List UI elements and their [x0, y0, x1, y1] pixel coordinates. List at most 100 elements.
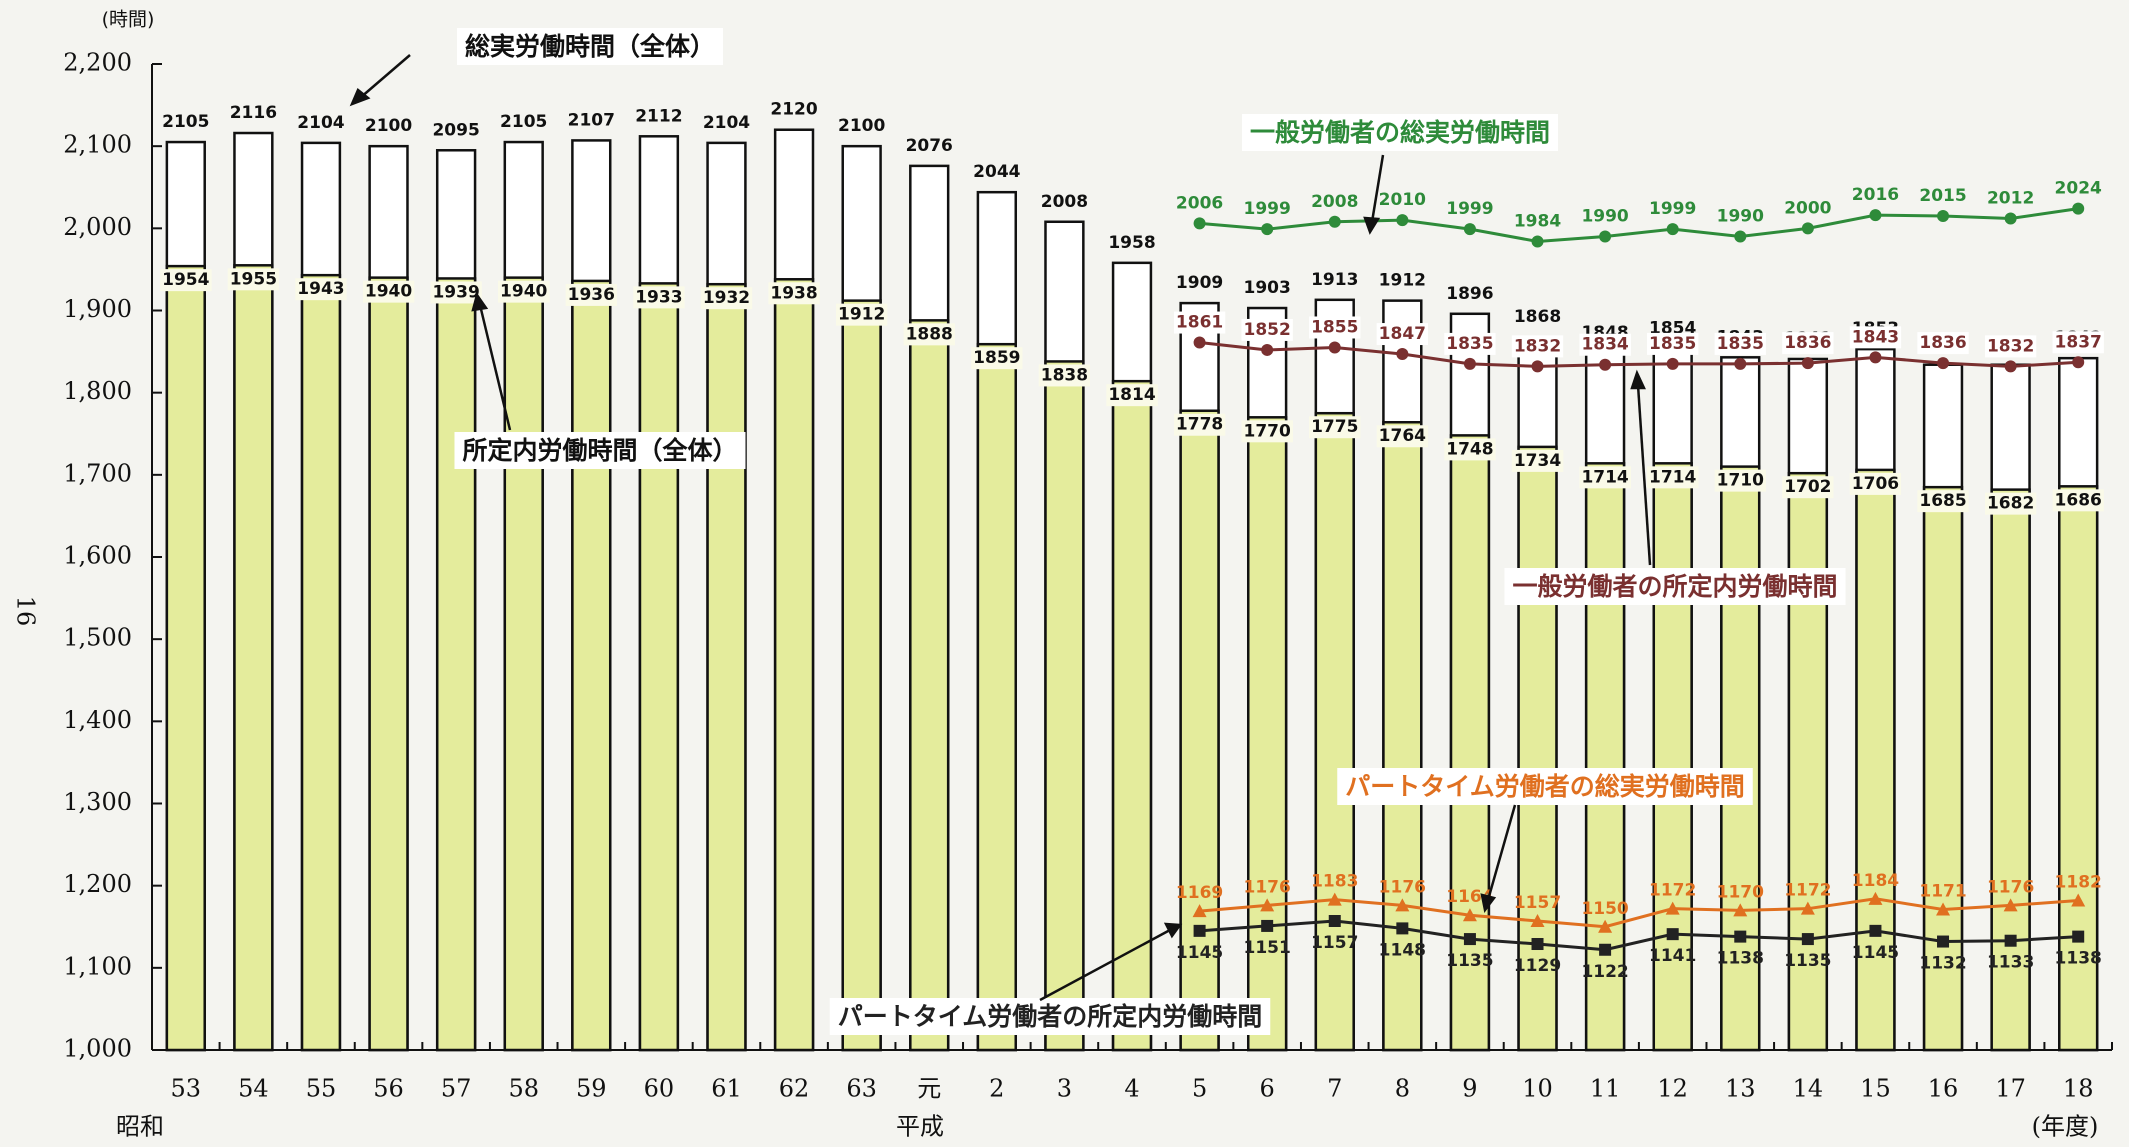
x-tick-label: 元 [917, 1075, 941, 1103]
series-annotation: 一般労働者の所定内労働時間 [1512, 572, 1837, 601]
label-bg [1647, 332, 1699, 355]
marker [1665, 901, 1680, 915]
data-label: 1182 [2055, 872, 2102, 892]
data-label: 2008 [1311, 192, 1358, 212]
data-label: 1172 [1784, 881, 1831, 901]
label-bg [1511, 335, 1564, 358]
label-bg [1579, 466, 1631, 489]
label-bg [633, 286, 685, 309]
data-label: 1909 [1176, 273, 1223, 293]
data-label: 1150 [1581, 899, 1628, 919]
data-label: 2000 [1784, 198, 1831, 218]
marker [1193, 217, 1206, 230]
marker [1193, 336, 1206, 349]
arrows [349, 54, 1652, 1002]
data-label: 1990 [1717, 207, 1764, 227]
data-label: 1748 [1446, 439, 1493, 459]
data-label: 1939 [432, 282, 479, 302]
bar [976, 342, 1018, 1052]
marker [2004, 934, 2017, 947]
x-tick-label: 62 [779, 1075, 810, 1103]
data-label: 1912 [838, 305, 885, 325]
marker [1531, 360, 1544, 373]
bar [1720, 465, 1761, 1052]
x-tick-label: 10 [1522, 1075, 1553, 1103]
annotation-bg [1241, 114, 1559, 151]
data-label: 1685 [1919, 491, 1966, 511]
data-label: 1936 [568, 285, 615, 305]
page-number: 16 [12, 596, 40, 627]
y-tick-label: 1,100 [63, 952, 132, 980]
marker [1666, 223, 1679, 236]
data-label: 1686 [2055, 490, 2102, 510]
marker [1869, 924, 1882, 937]
data-label: 1835 [1446, 334, 1493, 354]
label-bg [971, 347, 1023, 370]
marker [1396, 922, 1409, 935]
bar [1314, 411, 1355, 1052]
data-label: 1714 [1649, 467, 1696, 487]
y-tick-label: 1,000 [63, 1035, 132, 1063]
x-tick-label: 53 [171, 1075, 202, 1103]
label-bg [1714, 469, 1767, 492]
marker [1800, 901, 1815, 915]
marker [2072, 930, 2085, 943]
label-bg [1309, 316, 1361, 339]
y-tick-label: 2,100 [63, 131, 132, 159]
data-label: 1861 [1176, 313, 1223, 333]
label-bg [565, 283, 617, 306]
y-tick-label: 1,500 [63, 624, 132, 652]
bar [2058, 485, 2099, 1052]
marker [1328, 215, 1341, 228]
data-label: 1151 [1244, 938, 1291, 958]
data-label: 1837 [2055, 332, 2102, 352]
y-tick-label: 1,800 [63, 377, 132, 405]
data-label: 1836 [1919, 333, 1966, 353]
data-label: 1170 [1717, 882, 1764, 902]
label-bg [1782, 476, 1834, 499]
annotation-bg [1504, 568, 1846, 605]
data-label: 1958 [1108, 233, 1155, 253]
data-label: 1835 [1717, 334, 1764, 354]
data-label: 1141 [1649, 946, 1696, 966]
marker [1937, 210, 1950, 223]
data-label: 1157 [1311, 933, 1358, 953]
data-label: 2095 [432, 120, 479, 140]
x-tick-label: 14 [1793, 1075, 1824, 1103]
data-label: 2100 [365, 116, 412, 136]
bar [300, 273, 342, 1052]
data-label: 1984 [1514, 211, 1561, 231]
bar [1246, 416, 1288, 1052]
data-label: 2112 [635, 106, 682, 126]
era-label: 昭和 [116, 1113, 164, 1141]
data-label: 1940 [500, 282, 547, 302]
data-label: 1157 [1514, 893, 1561, 913]
marker [1801, 222, 1814, 235]
data-label: 1913 [1311, 270, 1358, 290]
data-label: 2006 [1176, 193, 1223, 213]
data-label: 1888 [906, 324, 953, 344]
data-label: 2008 [1041, 192, 1088, 212]
marker [1869, 209, 1882, 222]
data-label: 2104 [297, 113, 344, 133]
marker [1599, 230, 1612, 243]
label-bg [903, 323, 955, 346]
label-bg [1376, 425, 1429, 448]
data-label: 1990 [1581, 207, 1628, 227]
marker [1530, 913, 1545, 927]
label-bg [1444, 438, 1496, 461]
line [1199, 207, 2079, 243]
marker [2004, 360, 2017, 373]
data-label: 2100 [838, 116, 885, 136]
label-bg [1444, 332, 1496, 355]
x-tick-label: 57 [441, 1075, 472, 1103]
bar [1044, 360, 1085, 1052]
data-label: 1706 [1852, 474, 1899, 494]
x-tick-label: 2 [989, 1075, 1004, 1103]
x-unit: (年度) [2032, 1113, 2099, 1141]
label-bg [160, 269, 212, 292]
data-label: 1955 [230, 269, 277, 289]
data-label: 2076 [906, 136, 953, 156]
marker [2071, 893, 2086, 907]
bar [165, 264, 206, 1052]
